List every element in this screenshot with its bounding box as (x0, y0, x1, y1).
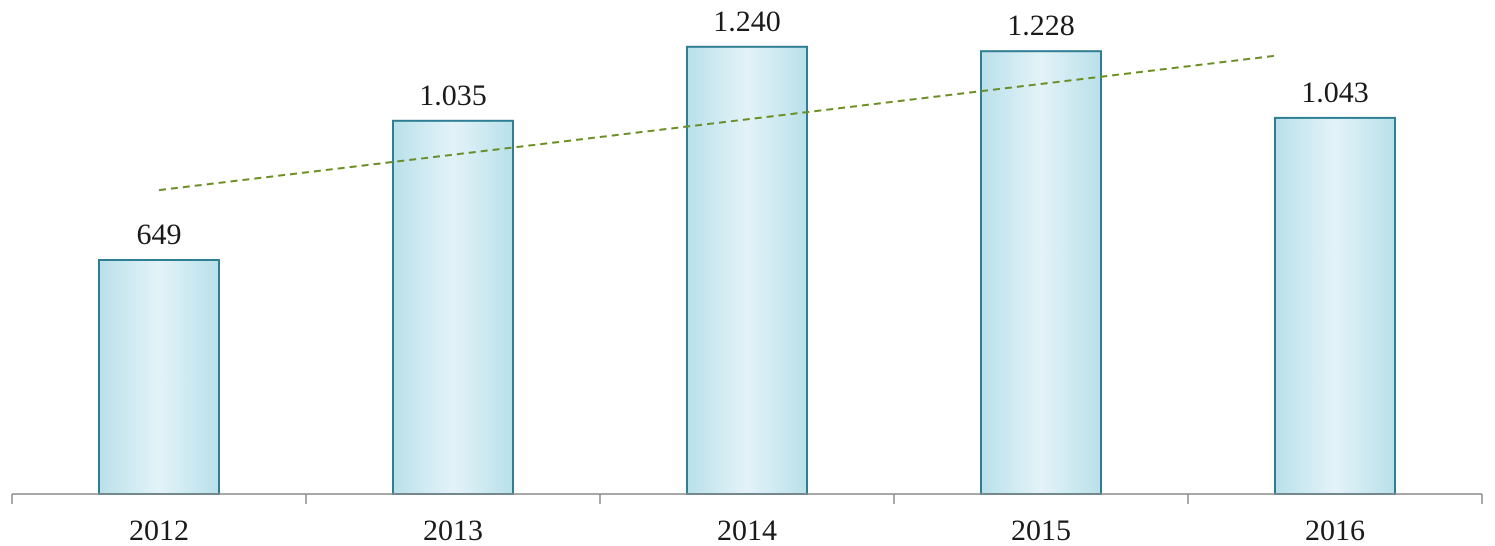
category-label-2014: 2014 (717, 514, 777, 546)
bar-2013 (392, 119, 514, 496)
bar-2016 (1274, 116, 1396, 496)
trendline-group (158, 54, 1276, 192)
bar-2014 (686, 45, 808, 496)
data-label-2012: 649 (137, 218, 182, 251)
category-label-2015: 2015 (1011, 514, 1071, 546)
category-labels-group: 2012 2013 2014 2015 2016 (129, 514, 1365, 546)
trendline (158, 54, 1276, 192)
bar-2015 (980, 50, 1102, 495)
bars-group (98, 45, 1396, 496)
category-label-2016: 2016 (1305, 514, 1365, 546)
bar-2012 (98, 259, 220, 495)
data-label-2015: 1.228 (1007, 9, 1075, 42)
x-axis (11, 493, 1483, 504)
data-label-2014: 1.240 (713, 5, 781, 38)
data-label-2016: 1.043 (1301, 76, 1369, 109)
category-label-2012: 2012 (129, 514, 189, 546)
data-labels-group: 649 1.035 1.240 1.228 1.043 (137, 5, 1369, 251)
data-label-2013: 1.035 (419, 79, 487, 112)
category-label-2013: 2013 (423, 514, 483, 546)
